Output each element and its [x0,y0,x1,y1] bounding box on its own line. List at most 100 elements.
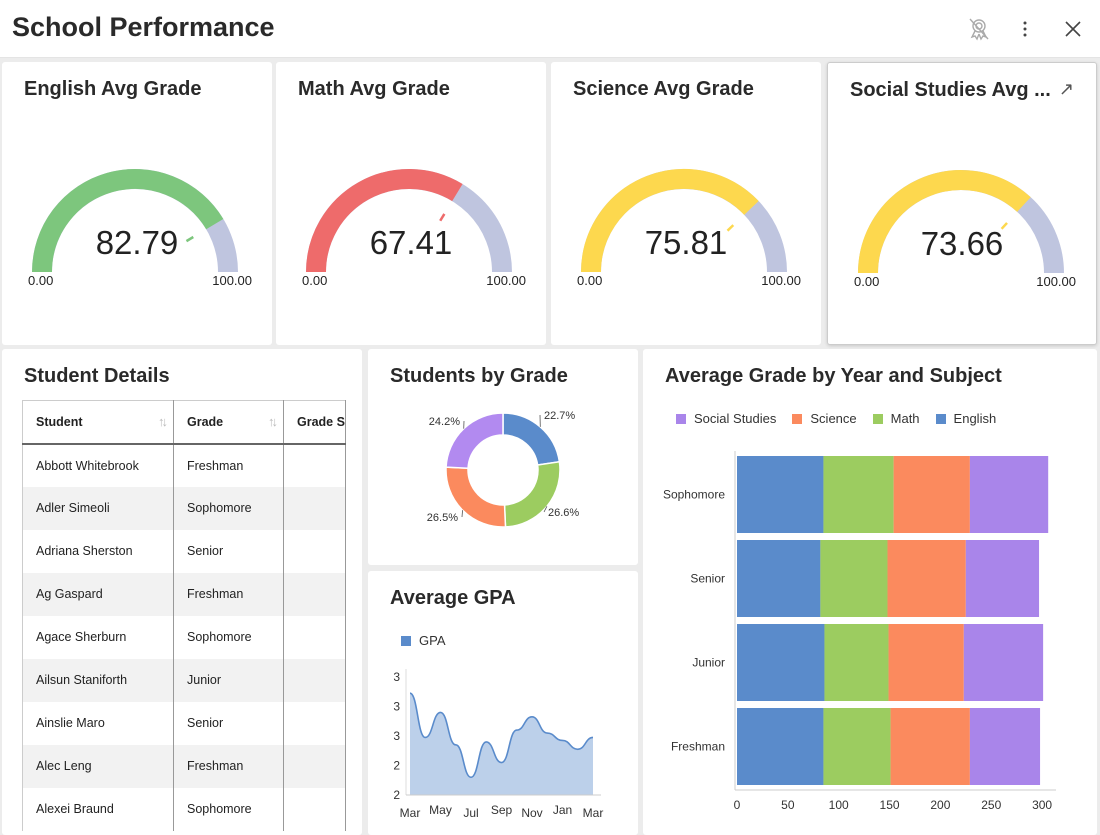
gauge-arc [306,169,512,273]
legend: Social Studies Science Math English [676,411,996,426]
gauge-marker [439,213,446,222]
y-tick-label: 3 [393,670,400,684]
gauge-min: 0.00 [28,273,54,288]
gauge-fill [32,169,224,273]
area-line [409,692,594,779]
category-label: Freshman [671,740,725,754]
table-row[interactable]: Ag Gaspard Freshman [22,572,346,616]
card-title: Average GPA [390,587,516,609]
page-title: School Performance [12,12,275,42]
legend-item[interactable]: GPA [401,633,446,648]
x-tick-label: May [429,803,452,817]
table-row[interactable]: Adriana Sherston Senior [22,529,346,573]
table-row[interactable]: Agace Sherburn Sophomore [22,615,346,659]
column-header-student[interactable]: Student ↑↓ [22,400,174,445]
gauge-marker [185,235,194,243]
header: School Performance [0,0,1100,58]
gauge-value: 82.79 [95,224,179,261]
x-tick-label: 50 [781,798,795,812]
table-row[interactable]: Alec Leng Freshman [22,744,346,788]
cell-student: Ag Gaspard [22,572,174,616]
legend-item[interactable]: Math [872,411,920,426]
table-row[interactable]: Adler Simeoli Sophomore [22,486,346,530]
bar-segment [823,456,894,533]
table-row[interactable]: Ainslie Maro Senior [22,701,346,745]
cell-grade: Freshman [173,443,284,487]
area-fill [410,693,593,795]
cell-grade-s [283,615,346,659]
area-chart: 2 2 3 3 3 Mar May Jul Sep Nov Jan Mar [393,669,603,820]
gauge-arc [32,169,238,273]
sort-icon[interactable]: ↑↓ [158,414,168,429]
legend-swatch [401,636,411,646]
column-header-grade[interactable]: Grade ↑↓ [173,400,284,445]
x-tick-label: 250 [981,798,1001,812]
gauge-card[interactable]: English Avg Grade 82.79 0.00 100.00 [2,62,272,345]
bar-segment [823,708,891,785]
gauge-max: 100.00 [212,273,252,288]
cell-grade: Sophomore [173,787,284,831]
legend-swatch [935,414,946,424]
legend-swatch [676,414,686,424]
cell-grade-s [283,658,346,702]
x-tick-label: Nov [521,806,542,820]
cell-grade: Freshman [173,572,284,616]
gauge-marker [1000,222,1008,230]
card-title: Social Studies Avg ... [850,79,1051,101]
sort-icon[interactable]: ↑↓ [268,414,278,429]
table-row[interactable]: Alexei Braund Sophomore [22,787,346,831]
gauge-card[interactable]: Social Studies Avg ... 73.66 0.00 100.00… [827,62,1097,345]
y-tick-label: 2 [393,759,400,773]
bar-segment [820,540,888,617]
cell-grade: Senior [173,701,284,745]
y-tick-label: 2 [393,788,400,802]
table-row[interactable]: Ailsun Staniforth Junior [22,658,346,702]
column-header-grade-s[interactable]: Grade S [283,400,346,445]
category-label: Senior [690,572,725,586]
x-tick-label: Jul [463,806,478,820]
cell-grade: Senior [173,529,284,573]
cell-grade: Junior [173,658,284,702]
bar-segment [824,624,889,701]
cell-grade-s [283,443,346,487]
cell-grade: Freshman [173,744,284,788]
average-grade-card: Average Grade by Year and Subject Social… [643,349,1097,835]
bar-segment [890,708,970,785]
bar-chart: Sophomore Senior Junior Freshman 0 50 100 150 20… [663,451,1056,812]
table-row[interactable]: Abbott Whitebrook Freshman [22,443,346,487]
donut-slice [445,412,504,470]
student-details-card: Student Details Student ↑↓ Grade ↑↓ Grade … [2,349,362,835]
x-tick-label: 200 [930,798,950,812]
expand-icon[interactable]: ↗ [1058,79,1074,99]
card-title: Students by Grade [390,365,568,387]
gauge-fill [858,170,1031,274]
legend-item[interactable]: Social Studies [676,411,776,426]
more-vertical-icon[interactable] [1012,16,1038,42]
legend-item[interactable]: English [935,411,996,426]
gauge-value: 75.81 [644,224,728,261]
slice-label: 22.7% [544,410,575,422]
x-tick-label: Mar [400,806,421,820]
legend-swatch [792,414,803,424]
badge-off-icon[interactable] [966,16,992,42]
students-by-grade-card: Students by Grade 22.7% 26.6% 26.5% 24.2% [368,349,638,565]
gauge-arc [581,169,787,273]
gauge-min: 0.00 [854,274,880,289]
bar-segment [965,540,1040,617]
cell-student: Ailsun Staniforth [22,658,174,702]
gauge-max: 100.00 [1036,274,1076,289]
card-title: English Avg Grade [24,78,202,100]
close-icon[interactable] [1060,16,1086,42]
legend-swatch [872,414,883,424]
card-title: Average Grade by Year and Subject [665,365,1002,387]
y-tick-label: 3 [393,700,400,714]
gauge-value: 67.41 [369,224,453,261]
legend-item[interactable]: Science [792,411,857,426]
x-tick-label: Sep [491,803,513,817]
gauge-card[interactable]: Science Avg Grade 75.81 0.00 100.00 [551,62,821,345]
gauge-card[interactable]: Math Avg Grade 67.41 0.00 100.00 [276,62,546,345]
student-table: Student ↑↓ Grade ↑↓ Grade S Abbott Whitebr… [22,400,346,831]
gauge-fill [306,169,463,273]
cell-grade-s [283,486,346,530]
y-tick-label: 3 [393,729,400,743]
